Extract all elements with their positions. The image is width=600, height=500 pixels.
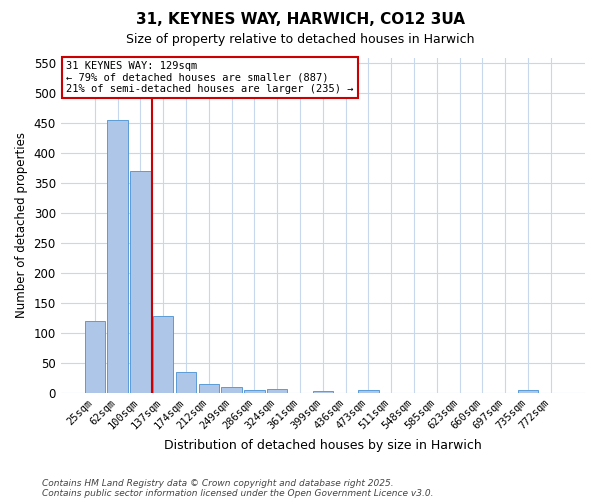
- Text: Size of property relative to detached houses in Harwich: Size of property relative to detached ho…: [126, 32, 474, 46]
- Bar: [244, 390, 265, 392]
- Bar: [85, 321, 105, 392]
- Y-axis label: Number of detached properties: Number of detached properties: [15, 132, 28, 318]
- Bar: [199, 384, 219, 392]
- Bar: [358, 390, 379, 392]
- Text: Contains HM Land Registry data © Crown copyright and database right 2025.: Contains HM Land Registry data © Crown c…: [42, 478, 394, 488]
- X-axis label: Distribution of detached houses by size in Harwich: Distribution of detached houses by size …: [164, 440, 482, 452]
- Text: Contains public sector information licensed under the Open Government Licence v3: Contains public sector information licen…: [42, 488, 433, 498]
- Bar: [176, 372, 196, 392]
- Bar: [130, 171, 151, 392]
- Bar: [153, 316, 173, 392]
- Text: 31 KEYNES WAY: 129sqm
← 79% of detached houses are smaller (887)
21% of semi-det: 31 KEYNES WAY: 129sqm ← 79% of detached …: [66, 61, 353, 94]
- Bar: [267, 389, 287, 392]
- Bar: [313, 391, 333, 392]
- Bar: [107, 120, 128, 392]
- Bar: [518, 390, 538, 392]
- Bar: [221, 388, 242, 392]
- Text: 31, KEYNES WAY, HARWICH, CO12 3UA: 31, KEYNES WAY, HARWICH, CO12 3UA: [136, 12, 464, 28]
